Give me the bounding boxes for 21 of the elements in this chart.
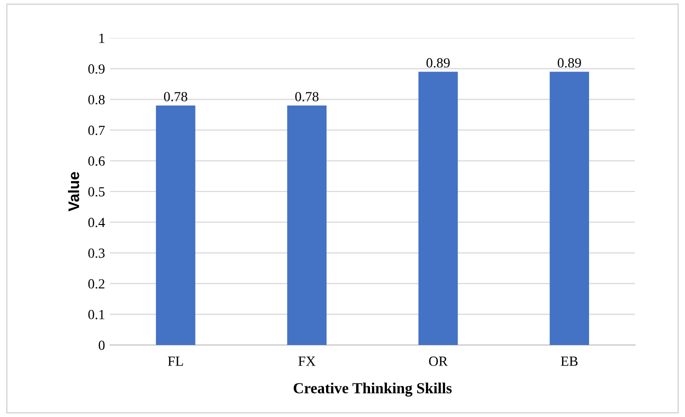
x-axis-title: Creative Thinking Skills: [294, 382, 452, 397]
x-tick-label: FX: [298, 356, 316, 366]
data-label: 0.78: [164, 92, 188, 102]
y-tick-label: 0.6: [88, 156, 105, 166]
y-tick-label: 0: [98, 340, 105, 350]
y-tick-label: 0.1: [88, 310, 104, 320]
y-tick-label: 0.8: [88, 94, 105, 104]
data-label: 0.89: [558, 58, 581, 68]
y-tick-label: 1: [99, 34, 104, 43]
x-tick-label: FL: [168, 356, 183, 366]
y-tick-label: 0.2: [88, 279, 104, 289]
y-tick-label: 0.7: [88, 126, 105, 136]
y-tick-label: 0.4: [88, 218, 105, 228]
y-tick-label: 0.5: [88, 187, 105, 197]
data-label: 0.78: [295, 92, 318, 102]
y-axis-title: Value: [68, 172, 80, 212]
y-tick-label: 0.9: [88, 64, 105, 74]
x-tick-label: OR: [429, 356, 448, 366]
y-tick-label: 0.3: [88, 248, 105, 258]
data-label: 0.89: [426, 58, 450, 68]
x-tick-label: EB: [560, 356, 578, 366]
